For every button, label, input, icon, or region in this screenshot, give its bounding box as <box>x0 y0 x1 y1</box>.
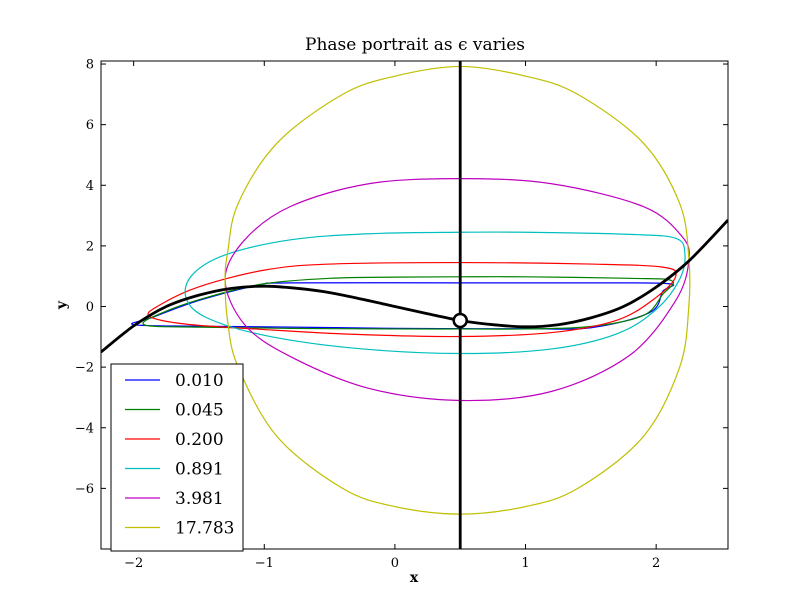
plot-area <box>101 61 728 549</box>
legend-label-1: 0.045 <box>175 401 224 421</box>
series-curve-3 <box>184 231 686 355</box>
y-axis-label: y <box>54 300 70 310</box>
y-tick-label: 2 <box>86 239 94 254</box>
legend: 0.010 0.045 0.200 0.891 3.981 17.783 <box>110 363 244 552</box>
nullcline-curve <box>101 219 728 354</box>
x-tick-label: −2 <box>124 556 143 571</box>
x-tick-label: 0 <box>391 556 399 571</box>
y-tick-label: 8 <box>86 58 94 73</box>
axes-frame <box>100 60 729 550</box>
x-tick-label: −1 <box>255 556 274 571</box>
legend-label-2: 0.200 <box>175 430 224 450</box>
y-tick-label: −4 <box>75 421 94 436</box>
legend-label-3: 0.891 <box>175 460 224 480</box>
legend-box <box>110 363 244 552</box>
y-tick-label: 4 <box>86 179 94 194</box>
x-tick-label: 2 <box>652 556 660 571</box>
y-tick-label: 0 <box>86 300 94 315</box>
series-curve-2 <box>147 261 677 338</box>
x-axis-label: x <box>410 570 419 586</box>
series-curve-1 <box>142 276 674 330</box>
y-tick-label: −6 <box>75 482 94 497</box>
fixed-point-marker <box>452 312 468 329</box>
legend-label-0: 0.010 <box>175 371 224 391</box>
y-tick-label: −2 <box>75 361 94 376</box>
legend-label-4: 3.981 <box>175 489 224 509</box>
y-tick-label: 6 <box>86 118 94 133</box>
axis-ticks: −2 −1 0 1 2 −6 −4 −2 0 2 4 6 8 <box>75 58 728 571</box>
chart-title: Phase portrait as ϵ varies <box>305 35 525 55</box>
x-tick-label: 1 <box>521 556 529 571</box>
series-curve-5 <box>224 65 691 515</box>
legend-label-5: 17.783 <box>175 519 234 539</box>
